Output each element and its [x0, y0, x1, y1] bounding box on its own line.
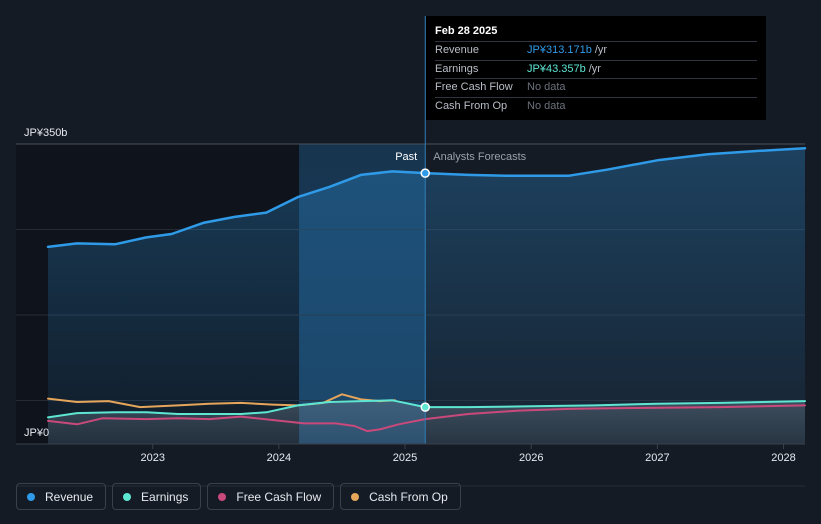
- x-tick-label: 2024: [267, 452, 291, 464]
- tooltip-unit: /yr: [588, 62, 601, 75]
- series-line-cash-from-op: [47, 393, 396, 409]
- legend-label: Earnings: [141, 489, 189, 504]
- legend: Revenue Earnings Free Cash Flow Cash Fro…: [16, 483, 461, 510]
- tooltip-value: JP¥43.357b: [527, 62, 586, 75]
- y-axis-bottom-label: JP¥0: [24, 427, 49, 439]
- series-line-free-cash-flow: [47, 404, 806, 433]
- tooltip-unit: /yr: [594, 44, 608, 56]
- legend-label: Free Cash Flow: [236, 489, 322, 504]
- series-line-revenue: [46, 147, 807, 249]
- legend-dot-icon: [218, 492, 227, 501]
- tooltip-value: JP¥313.171b: [527, 44, 592, 56]
- revenue-area: [48, 148, 805, 445]
- legend-label: Revenue: [45, 489, 94, 504]
- tooltip-label: Revenue: [435, 44, 480, 56]
- legend-item-earnings[interactable]: Earnings: [112, 483, 202, 510]
- highlight-marker-revenue: [420, 168, 430, 178]
- highlight-markers: [420, 168, 430, 412]
- earnings-area: [48, 400, 805, 444]
- legend-item-cash-from-op[interactable]: Cash From Op: [340, 483, 461, 510]
- series-lines: [46, 147, 807, 433]
- highlight-marker-earnings: [420, 402, 430, 412]
- x-tick-label: 2027: [645, 452, 669, 464]
- x-tick-label: 2028: [771, 452, 795, 464]
- legend-label: Cash From Op: [369, 489, 448, 504]
- tooltip: Feb 28 2025 Revenue JP¥313.171b /yr Earn…: [426, 16, 766, 120]
- tooltip-value: No data: [527, 81, 566, 93]
- x-axis-ticks: 2023 2024 2025 2026 2027 2028: [140, 444, 796, 464]
- tooltip-date: Feb 28 2025: [435, 25, 498, 37]
- tooltip-row-revenue: Revenue JP¥313.171b /yr: [435, 41, 757, 60]
- tooltip-label: Free Cash Flow: [435, 81, 513, 93]
- legend-dot-icon: [351, 492, 360, 501]
- legend-item-revenue[interactable]: Revenue: [16, 483, 107, 510]
- tooltip-label: Cash From Op: [435, 99, 508, 112]
- tooltip-value: No data: [527, 99, 566, 112]
- forecast-label: Analysts Forecasts: [433, 151, 526, 163]
- tooltip-row-cash-from-op: Cash From Op No data: [435, 96, 757, 116]
- legend-item-free-cash-flow[interactable]: Free Cash Flow: [207, 483, 335, 510]
- past-label: Past: [395, 151, 417, 163]
- tooltip-row-earnings: Earnings JP¥43.357b /yr: [435, 59, 757, 79]
- legend-dot-icon: [27, 492, 35, 501]
- series-line-earnings: [47, 399, 806, 419]
- legend-dot-icon: [123, 492, 132, 501]
- x-tick-label: 2025: [393, 452, 417, 464]
- y-axis-top-label: JP¥350b: [24, 127, 67, 139]
- x-tick-label: 2023: [140, 452, 164, 464]
- x-tick-label: 2026: [519, 452, 543, 464]
- tooltip-label: Earnings: [435, 62, 479, 75]
- tooltip-row-free-cash-flow: Free Cash Flow No data: [435, 78, 757, 97]
